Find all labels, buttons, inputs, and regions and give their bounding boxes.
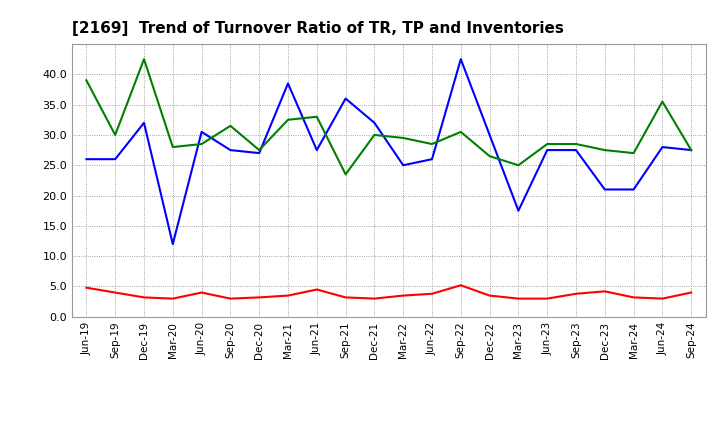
Trade Receivables — [456, 282, 465, 288]
Trade Payables — [399, 163, 408, 168]
Trade Payables — [514, 208, 523, 213]
Trade Receivables — [341, 295, 350, 300]
Trade Receivables — [82, 285, 91, 290]
Inventories — [543, 141, 552, 147]
Trade Receivables — [312, 287, 321, 292]
Trade Payables — [284, 81, 292, 86]
Trade Receivables — [543, 296, 552, 301]
Text: [2169]  Trend of Turnover Ratio of TR, TP and Inventories: [2169] Trend of Turnover Ratio of TR, TP… — [72, 21, 564, 36]
Inventories — [255, 147, 264, 153]
Trade Payables — [370, 120, 379, 125]
Trade Payables — [572, 147, 580, 153]
Trade Payables — [312, 147, 321, 153]
Trade Receivables — [428, 291, 436, 297]
Trade Payables — [428, 157, 436, 162]
Trade Receivables — [111, 290, 120, 295]
Line: Trade Payables: Trade Payables — [86, 59, 691, 244]
Trade Payables — [629, 187, 638, 192]
Line: Trade Receivables: Trade Receivables — [86, 285, 691, 299]
Trade Receivables — [514, 296, 523, 301]
Inventories — [514, 163, 523, 168]
Trade Payables — [485, 132, 494, 138]
Trade Receivables — [226, 296, 235, 301]
Trade Payables — [658, 144, 667, 150]
Trade Receivables — [284, 293, 292, 298]
Inventories — [341, 172, 350, 177]
Trade Receivables — [572, 291, 580, 297]
Inventories — [168, 144, 177, 150]
Inventories — [629, 150, 638, 156]
Inventories — [226, 123, 235, 128]
Trade Payables — [255, 150, 264, 156]
Trade Payables — [140, 120, 148, 125]
Trade Receivables — [140, 295, 148, 300]
Inventories — [456, 129, 465, 135]
Trade Receivables — [687, 290, 696, 295]
Inventories — [399, 136, 408, 141]
Line: Inventories: Inventories — [86, 59, 691, 174]
Trade Payables — [82, 157, 91, 162]
Inventories — [111, 132, 120, 138]
Inventories — [428, 141, 436, 147]
Trade Receivables — [485, 293, 494, 298]
Trade Payables — [543, 147, 552, 153]
Trade Payables — [197, 129, 206, 135]
Trade Receivables — [629, 295, 638, 300]
Trade Payables — [687, 147, 696, 153]
Inventories — [197, 141, 206, 147]
Inventories — [658, 99, 667, 104]
Trade Receivables — [600, 289, 609, 294]
Trade Payables — [168, 242, 177, 247]
Inventories — [485, 154, 494, 159]
Inventories — [572, 141, 580, 147]
Inventories — [82, 78, 91, 83]
Trade Receivables — [370, 296, 379, 301]
Trade Receivables — [255, 295, 264, 300]
Trade Payables — [600, 187, 609, 192]
Trade Receivables — [658, 296, 667, 301]
Trade Receivables — [197, 290, 206, 295]
Trade Payables — [341, 96, 350, 101]
Trade Payables — [226, 147, 235, 153]
Trade Receivables — [168, 296, 177, 301]
Inventories — [600, 147, 609, 153]
Inventories — [687, 147, 696, 153]
Trade Receivables — [399, 293, 408, 298]
Trade Payables — [111, 157, 120, 162]
Trade Payables — [456, 56, 465, 62]
Inventories — [370, 132, 379, 138]
Inventories — [312, 114, 321, 119]
Inventories — [284, 117, 292, 122]
Inventories — [140, 56, 148, 62]
